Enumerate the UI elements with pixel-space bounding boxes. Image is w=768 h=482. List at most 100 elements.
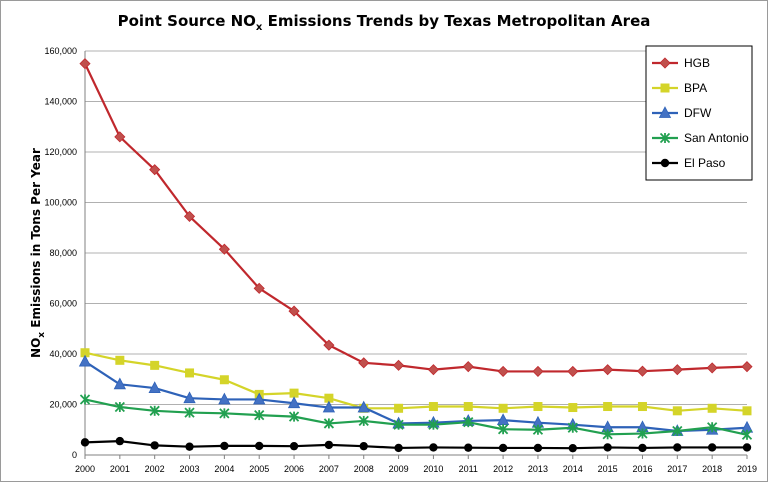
legend-item: BPA bbox=[652, 81, 707, 95]
legend-item: DFW bbox=[652, 106, 712, 120]
data-point bbox=[671, 364, 683, 376]
data-point bbox=[672, 406, 682, 416]
data-point bbox=[219, 375, 229, 385]
series-line bbox=[84, 360, 748, 433]
legend-label: HGB bbox=[684, 56, 710, 70]
y-axis-tick-labels: 0 20,000 40,000 60,000 80,000 100,000 120,000 1… bbox=[44, 46, 77, 460]
data-point bbox=[148, 381, 161, 393]
data-point bbox=[464, 443, 473, 452]
y-tick-label: 60,000 bbox=[49, 299, 77, 309]
x-tick-label: 2002 bbox=[145, 464, 165, 474]
data-point bbox=[322, 400, 336, 413]
x-tick-label: 2008 bbox=[354, 464, 374, 474]
data-point bbox=[79, 394, 91, 405]
data-point bbox=[672, 425, 683, 437]
data-point bbox=[428, 402, 438, 412]
data-point bbox=[498, 403, 508, 413]
data-point bbox=[115, 355, 125, 365]
data-point bbox=[80, 348, 90, 358]
data-point bbox=[183, 391, 196, 404]
data-point bbox=[567, 365, 579, 377]
data-point bbox=[741, 361, 753, 373]
x-tick-label: 2011 bbox=[459, 464, 478, 474]
x-tick-label: 2016 bbox=[632, 464, 652, 474]
x-tick-label: 2015 bbox=[598, 464, 618, 474]
x-tick-label: 2017 bbox=[667, 464, 687, 474]
data-point bbox=[742, 406, 752, 416]
legend-item: San Antonio bbox=[652, 131, 749, 145]
data-point bbox=[289, 441, 299, 451]
data-point bbox=[149, 405, 160, 416]
data-point bbox=[218, 392, 231, 405]
x-tick-label: 2009 bbox=[389, 464, 409, 474]
x-tick-label: 2007 bbox=[319, 464, 339, 474]
data-point bbox=[497, 365, 509, 377]
y-tick-label: 120,000 bbox=[44, 147, 77, 157]
data-point bbox=[741, 429, 753, 440]
series-san-antonio bbox=[79, 394, 753, 440]
y-tick-label: 100,000 bbox=[44, 198, 77, 208]
data-point bbox=[324, 393, 334, 403]
data-point bbox=[359, 441, 368, 451]
data-point bbox=[533, 443, 543, 453]
data-point bbox=[324, 440, 334, 450]
x-tick-label: 2019 bbox=[737, 464, 757, 474]
data-point bbox=[80, 438, 90, 447]
data-point bbox=[567, 422, 578, 433]
data-point bbox=[393, 359, 405, 371]
data-point bbox=[673, 443, 682, 452]
data-point bbox=[659, 132, 671, 144]
data-point bbox=[637, 428, 648, 439]
x-tick-label: 2003 bbox=[180, 464, 200, 474]
axes bbox=[84, 51, 748, 459]
data-point bbox=[79, 58, 91, 70]
data-point bbox=[532, 365, 544, 377]
data-point bbox=[429, 443, 438, 452]
data-point bbox=[289, 388, 299, 398]
data-point bbox=[288, 411, 300, 422]
x-tick-label: 2005 bbox=[249, 464, 269, 474]
data-point bbox=[393, 419, 404, 430]
series-hgb bbox=[79, 58, 753, 377]
data-point bbox=[532, 424, 544, 435]
x-axis-tick-labels: 2000 2001 2002 2003 2004 2005 2006 2007 2008 2009… bbox=[75, 464, 757, 474]
data-point bbox=[602, 364, 614, 376]
data-point bbox=[115, 436, 125, 446]
data-point bbox=[463, 417, 474, 428]
y-tick-label: 80,000 bbox=[49, 248, 77, 258]
data-point bbox=[658, 106, 672, 118]
data-point bbox=[253, 282, 265, 294]
x-tick-label: 2004 bbox=[214, 464, 234, 474]
data-point bbox=[78, 354, 92, 367]
data-point bbox=[462, 361, 474, 373]
grid-lines bbox=[85, 50, 747, 456]
data-point bbox=[287, 396, 301, 409]
data-point bbox=[288, 305, 300, 317]
data-point bbox=[636, 365, 649, 377]
data-point bbox=[184, 407, 195, 418]
data-point bbox=[707, 443, 717, 452]
data-point bbox=[428, 419, 439, 430]
data-point bbox=[149, 164, 161, 176]
data-point bbox=[185, 442, 194, 451]
series-line bbox=[84, 63, 748, 373]
data-point bbox=[637, 402, 647, 412]
series-line bbox=[84, 351, 748, 412]
data-point bbox=[114, 131, 126, 143]
data-point bbox=[659, 57, 671, 69]
legend-item: HGB bbox=[652, 56, 710, 70]
data-point bbox=[463, 402, 473, 412]
data-point bbox=[603, 443, 612, 452]
data-point bbox=[707, 422, 718, 433]
data-point bbox=[323, 418, 335, 429]
data-point bbox=[113, 377, 127, 390]
legend-label: El Paso bbox=[684, 156, 726, 170]
y-tick-label: 140,000 bbox=[44, 97, 77, 107]
x-tick-label: 2000 bbox=[75, 464, 95, 474]
data-point bbox=[394, 403, 404, 413]
y-tick-label: 40,000 bbox=[49, 349, 77, 359]
y-tick-label: 0 bbox=[72, 450, 77, 460]
data-point bbox=[323, 339, 335, 351]
